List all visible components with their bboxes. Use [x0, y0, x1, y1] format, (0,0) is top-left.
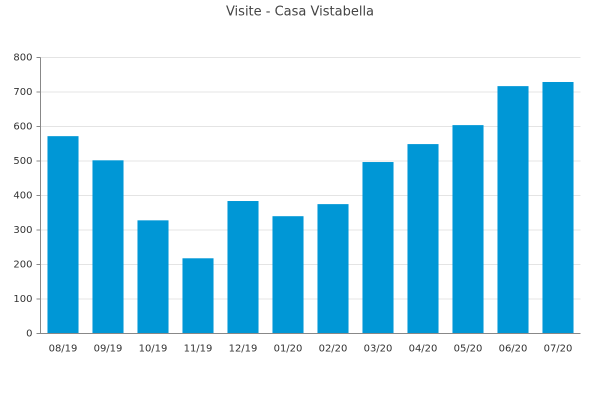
- bar: [92, 160, 124, 334]
- y-tick-label: 100: [13, 294, 32, 305]
- bar: [317, 204, 349, 334]
- bar: [497, 86, 529, 334]
- x-tick-label: 04/20: [409, 344, 438, 355]
- y-tick-label: 400: [13, 191, 32, 202]
- bar: [452, 125, 484, 334]
- y-tick-label: 700: [13, 87, 32, 98]
- x-tick-label: 02/20: [319, 344, 348, 355]
- x-tick-label: 05/20: [454, 344, 483, 355]
- bar: [272, 216, 304, 334]
- x-tick-label: 03/20: [364, 344, 393, 355]
- x-tick-label: 08/19: [49, 344, 78, 355]
- y-tick-label: 500: [13, 156, 32, 167]
- y-tick-label: 800: [13, 53, 32, 64]
- x-tick-label: 09/19: [94, 344, 123, 355]
- x-tick-label: 10/19: [139, 344, 168, 355]
- y-tick-label: 0: [26, 329, 32, 340]
- chart-title: Visite - Casa Vistabella: [226, 5, 374, 20]
- bar: [47, 136, 79, 334]
- bar: [227, 201, 259, 334]
- x-tick-label: 12/19: [229, 344, 258, 355]
- bar: [542, 81, 574, 334]
- x-tick-label: 01/20: [274, 344, 303, 355]
- y-tick-label: 300: [13, 225, 32, 236]
- bar: [362, 162, 394, 334]
- bar: [137, 220, 169, 334]
- y-tick-label: 600: [13, 122, 32, 133]
- x-tick-label: 07/20: [544, 344, 573, 355]
- bar: [182, 258, 214, 334]
- bar: [407, 144, 439, 334]
- x-tick-label: 11/19: [184, 344, 213, 355]
- y-tick-label: 200: [13, 260, 32, 271]
- x-tick-label: 06/20: [499, 344, 528, 355]
